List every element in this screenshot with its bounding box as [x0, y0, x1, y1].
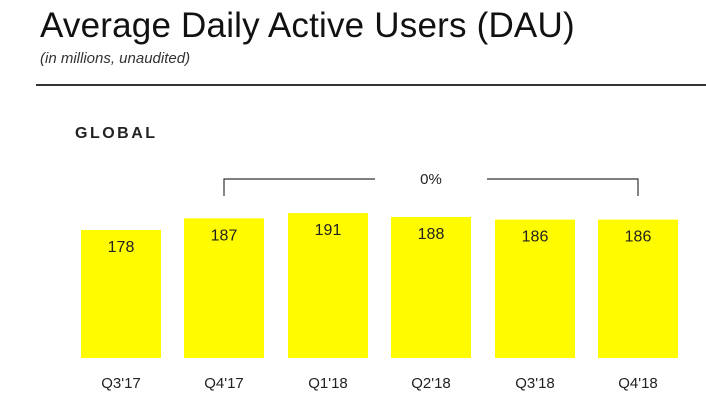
bar-3	[391, 217, 471, 358]
category-label: Q4'18	[618, 375, 658, 392]
bar-value-label: 186	[625, 229, 652, 246]
bar-1	[184, 218, 264, 358]
bar-5	[598, 219, 678, 358]
category-label: Q3'17	[101, 375, 141, 392]
bar-value-label: 191	[315, 222, 342, 239]
bar-2	[288, 213, 368, 358]
bar-value-label: 187	[211, 227, 238, 244]
category-label: Q2'18	[411, 375, 451, 392]
bar-value-label: 188	[418, 226, 445, 243]
bar-value-label: 186	[522, 229, 549, 246]
bar-value-label: 178	[108, 239, 135, 256]
growth-label: 0%	[420, 171, 442, 188]
category-label: Q4'17	[204, 375, 244, 392]
bar-0	[81, 230, 161, 358]
category-label: Q1'18	[308, 375, 348, 392]
section-label: GLOBAL	[75, 125, 158, 142]
header-divider	[36, 84, 706, 86]
chart-subtitle: (in millions, unaudited)	[40, 50, 191, 67]
category-label: Q3'18	[515, 375, 555, 392]
growth-bracket	[223, 178, 639, 196]
bar-4	[495, 219, 575, 358]
chart-title: Average Daily Active Users (DAU)	[40, 6, 575, 45]
